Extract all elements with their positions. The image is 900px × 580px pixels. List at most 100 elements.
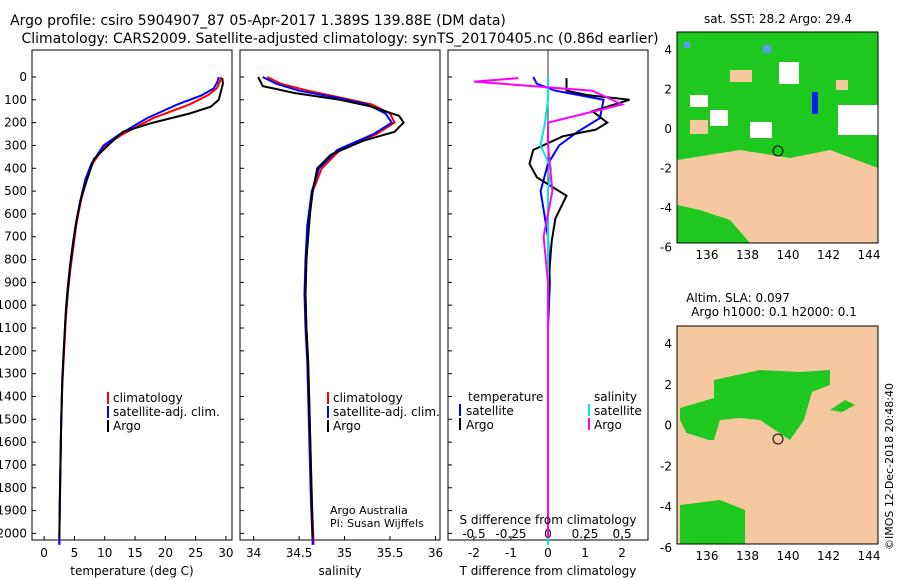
s-tick-label: -0.5 [462, 527, 485, 541]
depth-tick-label: 100 [4, 93, 27, 107]
series-line-satellite-adj-clim- [262, 76, 394, 545]
sla-map-title-1: Altim. SLA: 0.097 [686, 291, 790, 305]
lon-tick-label: 142 [817, 248, 840, 262]
lon-tick-label: 138 [736, 549, 759, 563]
s-tick-label: -0.25 [495, 527, 526, 541]
credit-line-1: Argo Australia [330, 504, 408, 517]
salinity-legend: climatology satellite-adj. clim. Argo [327, 391, 440, 433]
sst-map-cloud [710, 110, 728, 126]
title-line-1: Argo profile: csiro 5904907_87 05-Apr-20… [10, 13, 506, 29]
depth-tick-label: 1200 [0, 344, 27, 358]
legend-argo: Argo [333, 419, 361, 433]
lat-tick-label: 0 [664, 419, 672, 433]
sst-map-cold-patch [763, 45, 771, 53]
profile-lines [58, 76, 630, 545]
depth-tick-label: 500 [4, 184, 27, 198]
depth-tick-label: 1600 [0, 435, 27, 449]
imos-watermark: ©IMOS 12-Dec-2018 20:48:40 [883, 383, 896, 550]
lat-tick-label: -6 [660, 541, 672, 555]
x-tick-label: 15 [127, 546, 142, 560]
sst-map-title: sat. SST: 28.2 Argo: 29.4 [704, 12, 852, 26]
legend-climatology: climatology [333, 391, 403, 405]
s-difference-title: S difference from climatology [460, 513, 637, 527]
legend-s-argo: Argo [594, 418, 622, 432]
lon-tick-label: 140 [777, 248, 800, 262]
series-line-temperature-argo [528, 78, 630, 538]
lat-tick-label: 4 [664, 337, 672, 351]
temperature-legend: climatology satellite-adj. clim. Argo [107, 391, 220, 433]
series-line-satellite-adj-clim- [58, 76, 220, 545]
depth-tick-label: 2000 [0, 526, 27, 540]
x-tick-label: 35.5 [377, 546, 404, 560]
depth-tick-label: 200 [4, 116, 27, 130]
x-tick-label: 34 [246, 546, 261, 560]
lat-tick-label: -4 [660, 201, 672, 215]
depth-tick-label: 700 [4, 230, 27, 244]
sla-map-title-2: Argo h1000: 0.1 h2000: 0.1 [691, 305, 857, 319]
temperature-xlabel: temperature (deg C) [70, 564, 193, 578]
sla-map-green-region [830, 400, 855, 412]
depth-tick-label: 1100 [0, 321, 27, 335]
sla-map-green-region [680, 500, 745, 544]
x-axes: 0 5 10 15 20 25 30 34 34.5 35 35.5 36 -2 -1 0 1 2 -0.5 -0.… [40, 527, 631, 560]
salinity-panel-frame [239, 49, 441, 541]
series-line-climatology [266, 76, 396, 545]
lat-tick-label: -2 [660, 162, 672, 176]
lat-tick-label: -2 [660, 459, 672, 473]
sst-map-cold-patch [812, 92, 818, 114]
x-tick-label: -2 [468, 546, 480, 560]
lat-tick-label: 2 [664, 378, 672, 392]
s-tick-label: 0.25 [572, 527, 599, 541]
x-tick-label: 5 [71, 546, 79, 560]
legend-t-satellite: satellite [466, 404, 514, 418]
x-tick-label: 25 [188, 546, 203, 560]
temperature-panel-frame [31, 49, 233, 541]
x-tick-label: 2 [618, 546, 626, 560]
sst-map-cloud [690, 120, 708, 134]
x-tick-label: 0 [544, 546, 552, 560]
lat-tick-label: -6 [660, 241, 672, 255]
sla-map [676, 325, 879, 545]
x-tick-label: 35 [337, 546, 352, 560]
series-line-climatology [58, 76, 223, 545]
sst-map-cloud [690, 95, 708, 107]
legend-climatology: climatology [113, 391, 183, 405]
x-tick-label: 34.5 [286, 546, 313, 560]
lon-tick-label: 136 [696, 549, 719, 563]
lon-tick-label: 142 [817, 549, 840, 563]
sst-map-cloud [750, 122, 772, 138]
series-line-temperature-satellite [532, 76, 605, 545]
x-tick-label: -1 [505, 546, 517, 560]
series-line-argo [58, 77, 224, 539]
depth-tick-label: 400 [4, 161, 27, 175]
depth-tick-label: 900 [4, 275, 27, 289]
sst-map-cloud [836, 80, 848, 90]
sst-map-cloud [730, 70, 752, 82]
lat-tick-label: -4 [660, 500, 672, 514]
difference-xlabel: T difference from climatology [459, 564, 637, 578]
legend-s-satellite: satellite [594, 404, 642, 418]
lat-tick-label: 0 [664, 122, 672, 136]
lon-tick-label: 144 [858, 248, 881, 262]
title-line-2: Climatology: CARS2009. Satellite-adjuste… [21, 31, 658, 47]
lon-tick-label: 140 [777, 549, 800, 563]
depth-tick-label: 800 [4, 253, 27, 267]
sst-map [676, 31, 879, 244]
series-line-argo [257, 76, 405, 539]
lon-tick-label: 138 [736, 248, 759, 262]
depth-tick-label: 1900 [0, 504, 27, 518]
x-tick-label: 36 [428, 546, 443, 560]
map-axes: 4 2 0 -2 -4 -6 136 138 140 142 144 4 2 0 -2 -4 -6 136 138 1… [660, 43, 880, 563]
lat-tick-label: 2 [664, 83, 672, 97]
legend-s-heading: salinity [594, 390, 637, 404]
sst-map-cloud [838, 105, 878, 135]
sst-map-frame [676, 31, 879, 244]
depth-tick-label: 1800 [0, 481, 27, 495]
depth-tick-label: 1000 [0, 298, 27, 312]
x-tick-label: 20 [158, 546, 173, 560]
difference-legend: temperature salinity satellite Argo sate… [459, 390, 642, 432]
lon-tick-label: 136 [696, 248, 719, 262]
legend-t-argo: Argo [466, 418, 494, 432]
depth-tick-label: 300 [4, 138, 27, 152]
